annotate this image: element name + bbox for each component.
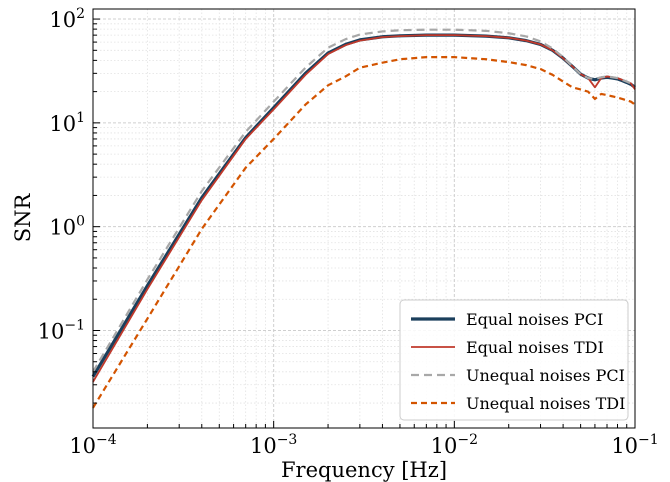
y-tick-labels: 10−1 100 101 102	[38, 6, 85, 343]
plot-frame	[92, 8, 636, 429]
x-tick-labels: 10−4 10−3 10−2 10−1	[69, 432, 658, 458]
x-tick-label: 10−1	[611, 432, 658, 458]
x-tick-label: 10−2	[431, 432, 478, 458]
x-tick-label: 10−3	[250, 432, 297, 458]
axis-ticks	[92, 18, 636, 428]
y-tick-label: 101	[49, 110, 85, 136]
legend-box	[399, 299, 629, 421]
minor-gridlines	[93, 9, 635, 428]
series-line-unequal-noises-tdi	[92, 56, 636, 409]
y-tick-label: 102	[49, 6, 85, 32]
series-layer	[91, 28, 636, 409]
legend-label-equal-tdi: Equal noises TDI	[466, 338, 604, 357]
y-tick-label: 10−1	[38, 317, 85, 343]
legend-label-unequal-tdi: Unequal noises TDI	[466, 394, 625, 413]
series-line-unequal-noises-pci	[92, 28, 636, 373]
legend-label-equal-pci: Equal noises PCI	[466, 310, 603, 329]
legend-label-unequal-pci: Unequal noises PCI	[466, 366, 625, 385]
legend: Equal noises PCI Equal noises TDI Unequa…	[399, 299, 629, 421]
y-axis-label: SNR	[11, 193, 35, 243]
x-tick-label: 10−4	[69, 432, 116, 458]
x-axis-label: Frequency [Hz]	[281, 458, 447, 482]
y-tick-label: 100	[49, 214, 85, 240]
